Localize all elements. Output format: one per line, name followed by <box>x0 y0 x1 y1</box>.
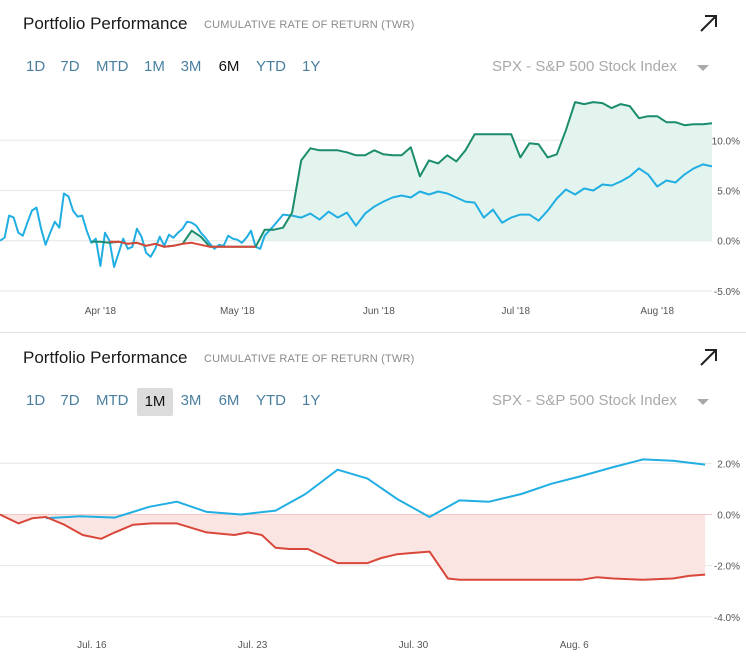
performance-panel-6m: 10.0% 5.0% 0.0% -5.0% Apr '18 May '18 Jun '18 J… <box>0 0 746 333</box>
range-button-1m[interactable]: 1M <box>144 58 165 75</box>
x-tick-label: Aug '18 <box>640 306 674 317</box>
x-tick-label: Jul. 23 <box>238 640 268 651</box>
y-tick-label: 10.0% <box>712 136 740 147</box>
portfolio-area <box>0 514 706 580</box>
y-tick-label: -5.0% <box>714 287 740 298</box>
x-tick-label: Jul. 16 <box>77 640 107 651</box>
x-tick-label: Apr '18 <box>85 306 117 317</box>
arrow-up-right-icon[interactable] <box>698 12 720 34</box>
arrow-up-right-icon[interactable] <box>698 346 720 368</box>
y-tick-label: 0.0% <box>717 510 740 521</box>
range-button-1m[interactable]: 1M <box>137 388 173 416</box>
range-button-3m[interactable]: 3M <box>180 58 202 75</box>
range-button-ytd[interactable]: YTD <box>256 392 286 409</box>
range-button-6m[interactable]: 6M <box>218 58 240 75</box>
y-tick-label: 2.0% <box>717 459 740 470</box>
range-button-1d[interactable]: 1D <box>26 58 46 75</box>
benchmark-line <box>0 163 713 268</box>
y-tick-label: 5.0% <box>717 187 740 198</box>
range-button-3m[interactable]: 3M <box>180 392 202 409</box>
range-button-ytd[interactable]: YTD <box>256 58 286 75</box>
caret-down-icon[interactable] <box>697 399 709 405</box>
y-tick-label: 0.0% <box>717 237 740 248</box>
panel-subtitle: CUMULATIVE RATE OF RETURN (TWR) <box>204 19 415 31</box>
x-tick-label: Jun '18 <box>363 306 395 317</box>
x-tick-label: Jul '18 <box>501 306 530 317</box>
benchmark-select[interactable]: SPX - S&P 500 Stock Index <box>492 58 677 75</box>
panel-divider <box>0 332 746 333</box>
range-button-7d[interactable]: 7D <box>60 58 80 75</box>
portfolio-line <box>91 101 713 248</box>
benchmark-line <box>45 458 706 520</box>
performance-chart-6m: 10.0% 5.0% 0.0% -5.0% Apr '18 May '18 Jun '18 J… <box>0 101 740 317</box>
range-button-mtd[interactable]: MTD <box>96 392 129 409</box>
y-tick-label: -2.0% <box>714 562 740 573</box>
portfolio-area <box>91 102 712 241</box>
x-tick-label: Jul. 30 <box>399 640 429 651</box>
panel-title: Portfolio Performance <box>23 14 188 33</box>
range-button-6m[interactable]: 6M <box>218 392 240 409</box>
range-button-7d[interactable]: 7D <box>60 392 80 409</box>
performance-panel-1m: 2.0% 0.0% -2.0% -4.0% Jul. 16 Jul. 23 Jul. 30 A… <box>0 334 746 670</box>
x-tick-label: May '18 <box>220 306 255 317</box>
panel-title: Portfolio Performance <box>23 348 188 367</box>
range-button-1y[interactable]: 1Y <box>302 392 321 409</box>
benchmark-select[interactable]: SPX - S&P 500 Stock Index <box>492 392 677 409</box>
range-button-mtd[interactable]: MTD <box>96 58 129 75</box>
caret-down-icon[interactable] <box>697 65 709 71</box>
x-tick-label: Aug. 6 <box>560 640 589 651</box>
performance-chart-1m: 2.0% 0.0% -2.0% -4.0% Jul. 16 Jul. 23 Jul. 30 A… <box>0 458 740 651</box>
range-button-1d[interactable]: 1D <box>26 392 46 409</box>
portfolio-negative-line <box>109 240 256 248</box>
y-tick-label: -4.0% <box>714 613 740 624</box>
portfolio-line <box>0 513 706 581</box>
panel-subtitle: CUMULATIVE RATE OF RETURN (TWR) <box>204 353 415 365</box>
range-button-1y[interactable]: 1Y <box>302 58 321 75</box>
